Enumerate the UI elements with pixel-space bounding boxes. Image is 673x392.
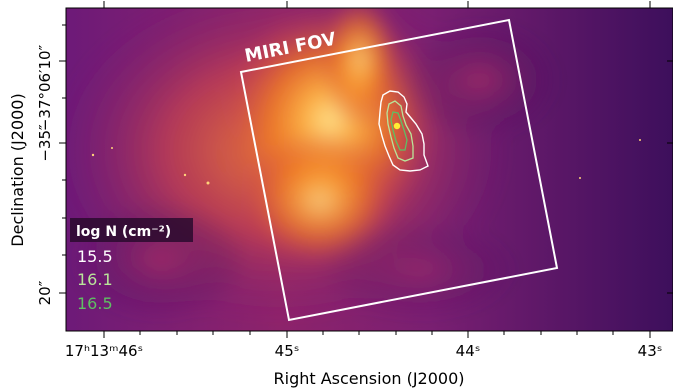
x-tick-label: 45ˢ — [275, 342, 300, 360]
y-tick-label: −37°06′10″ — [36, 44, 54, 131]
y-tick-label: −35″ — [36, 124, 54, 162]
legend-entry-15-5: 15.5 — [77, 247, 113, 266]
axes-frame — [65, 7, 673, 332]
source-marker — [393, 122, 401, 130]
y-tick-labels: −37°06′10″ −35″ 20″ — [36, 44, 54, 305]
x-tick-labels: 17ʰ13ᵐ46ˢ 45ˢ 44ˢ 43ˢ — [65, 342, 662, 360]
contours — [378, 90, 429, 172]
contour-16-5 — [390, 111, 408, 151]
legend-title: log N (cm⁻²) — [76, 224, 171, 240]
x-ticks — [103, 1, 651, 338]
x-tick-label: 44ˢ — [456, 342, 481, 360]
x-tick-label: 17ʰ13ᵐ46ˢ — [65, 342, 143, 360]
x-axis-title: Right Ascension (J2000) — [274, 369, 465, 388]
contour-15-5 — [378, 90, 429, 172]
x-tick-label: 43ˢ — [638, 342, 663, 360]
y-tick-label: 20″ — [36, 280, 54, 305]
legend: log N (cm⁻²) 15.5 16.1 16.5 — [70, 218, 193, 313]
image-panel — [66, 8, 673, 331]
legend-entry-16-1: 16.1 — [77, 270, 113, 289]
y-ticks — [59, 24, 673, 294]
miri-fov-outline — [239, 18, 559, 322]
legend-title-background — [70, 218, 193, 242]
legend-entry-16-5: 16.5 — [77, 294, 113, 313]
y-axis-title: Declination (J2000) — [8, 93, 27, 246]
contour-16-1 — [386, 100, 414, 162]
